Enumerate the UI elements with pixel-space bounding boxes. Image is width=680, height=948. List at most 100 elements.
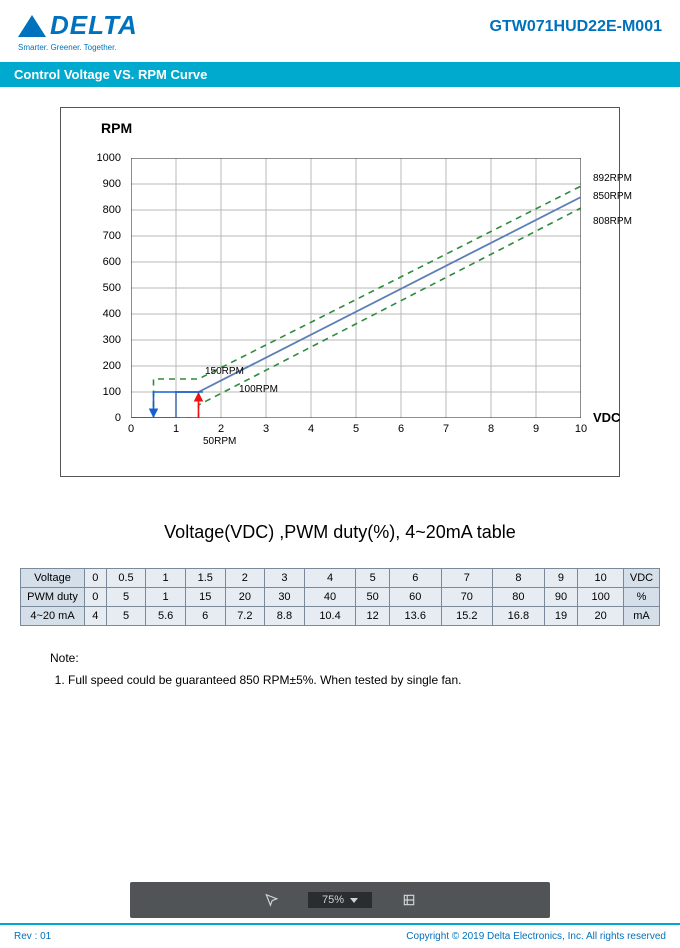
notes: Note: Full speed could be guaranteed 850… — [50, 651, 630, 687]
note-item: Full speed could be guaranteed 850 RPM±5… — [68, 673, 630, 687]
x-tick: 4 — [301, 423, 321, 435]
cell: 19 — [544, 607, 578, 626]
cell: 0.5 — [106, 569, 146, 588]
row-unit: % — [624, 588, 660, 607]
note-heading: Note: — [50, 651, 630, 665]
x-tick: 8 — [481, 423, 501, 435]
cell: 60 — [389, 588, 441, 607]
annot-150: 150RPM — [205, 366, 244, 377]
page-footer: Rev : 01 Copyright © 2019 Delta Electron… — [0, 923, 680, 948]
cell: 30 — [265, 588, 305, 607]
cell: 10 — [578, 569, 624, 588]
row-head: Voltage — [21, 569, 85, 588]
row-unit: VDC — [624, 569, 660, 588]
x-tick: 5 — [346, 423, 366, 435]
footer-copyright: Copyright © 2019 Delta Electronics, Inc.… — [406, 931, 666, 942]
annot-808: 808RPM — [593, 216, 632, 227]
annot-892: 892RPM — [593, 173, 632, 184]
y-tick: 0 — [81, 412, 121, 424]
cell: 4 — [85, 607, 107, 626]
table-row: 4~20 mA455.667.28.810.41213.615.216.8192… — [21, 607, 660, 626]
cursor-tool-button[interactable] — [264, 893, 278, 907]
cell: 9 — [544, 569, 578, 588]
cell: 13.6 — [389, 607, 441, 626]
y-tick: 200 — [81, 360, 121, 372]
chevron-down-icon — [350, 898, 358, 903]
cell: 2 — [225, 569, 265, 588]
zoom-level[interactable]: 75% — [308, 892, 372, 908]
cell: 5 — [106, 588, 146, 607]
cell: 1.5 — [185, 569, 225, 588]
section-title-bar: Control Voltage VS. RPM Curve — [0, 62, 680, 87]
cell: 15.2 — [441, 607, 493, 626]
cell: 0 — [85, 569, 107, 588]
y-tick: 900 — [81, 178, 121, 190]
logo-text: DELTA — [50, 10, 138, 41]
cell: 90 — [544, 588, 578, 607]
x-tick: 3 — [256, 423, 276, 435]
cell: 1 — [146, 588, 186, 607]
cell: 50 — [356, 588, 390, 607]
chart-frame: RPM 01002003004005006007008009001000 012… — [60, 107, 620, 477]
logo-tagline: Smarter. Greener. Together. — [18, 43, 138, 52]
part-number: GTW071HUD22E-M001 — [490, 18, 663, 36]
annot-50: 50RPM — [203, 436, 236, 447]
cell: 0 — [85, 588, 107, 607]
cell: 70 — [441, 588, 493, 607]
table-row: Voltage00.511.52345678910VDC — [21, 569, 660, 588]
logo-triangle-icon — [18, 15, 46, 37]
cell: 15 — [185, 588, 225, 607]
cell: 5 — [106, 607, 146, 626]
y-tick: 700 — [81, 230, 121, 242]
cell: 4 — [304, 569, 356, 588]
table-title: Voltage(VDC) ,PWM duty(%), 4~20mA table — [0, 522, 680, 543]
annot-100: 100RPM — [239, 384, 278, 395]
x-tick: 9 — [526, 423, 546, 435]
chart-y-axis-title: RPM — [101, 120, 132, 136]
x-tick: 6 — [391, 423, 411, 435]
footer-rev: Rev : 01 — [14, 931, 51, 942]
y-tick: 600 — [81, 256, 121, 268]
cell: 20 — [578, 607, 624, 626]
x-tick: 2 — [211, 423, 231, 435]
cell: 3 — [265, 569, 305, 588]
x-tick: 7 — [436, 423, 456, 435]
page-header: DELTA Smarter. Greener. Together. GTW071… — [0, 0, 680, 58]
row-head: PWM duty — [21, 588, 85, 607]
chart-x-axis-title: VDC — [593, 410, 620, 425]
fit-page-button[interactable] — [402, 893, 416, 907]
cell: 5.6 — [146, 607, 186, 626]
y-tick: 300 — [81, 334, 121, 346]
x-tick: 10 — [571, 423, 591, 435]
cell: 10.4 — [304, 607, 356, 626]
y-tick: 1000 — [81, 152, 121, 164]
pdf-toolbar[interactable]: 75% — [130, 882, 550, 918]
x-tick: 0 — [121, 423, 141, 435]
y-tick: 500 — [81, 282, 121, 294]
row-unit: mA — [624, 607, 660, 626]
cell: 7 — [441, 569, 493, 588]
y-tick: 800 — [81, 204, 121, 216]
cell: 20 — [225, 588, 265, 607]
table-row: PWM duty051152030405060708090100% — [21, 588, 660, 607]
logo-block: DELTA Smarter. Greener. Together. — [18, 10, 138, 52]
y-tick: 400 — [81, 308, 121, 320]
cell: 8 — [493, 569, 545, 588]
data-table: Voltage00.511.52345678910VDCPWM duty0511… — [20, 568, 660, 626]
cell: 5 — [356, 569, 390, 588]
cell: 1 — [146, 569, 186, 588]
cell: 12 — [356, 607, 390, 626]
row-head: 4~20 mA — [21, 607, 85, 626]
y-tick: 100 — [81, 386, 121, 398]
cell: 6 — [389, 569, 441, 588]
annot-850: 850RPM — [593, 191, 632, 202]
cell: 80 — [493, 588, 545, 607]
cell: 40 — [304, 588, 356, 607]
zoom-value: 75% — [322, 894, 344, 906]
cell: 100 — [578, 588, 624, 607]
chart-area: 01002003004005006007008009001000 0123456… — [131, 158, 581, 418]
chart-svg — [131, 158, 581, 418]
cell: 6 — [185, 607, 225, 626]
cell: 8.8 — [265, 607, 305, 626]
cell: 7.2 — [225, 607, 265, 626]
